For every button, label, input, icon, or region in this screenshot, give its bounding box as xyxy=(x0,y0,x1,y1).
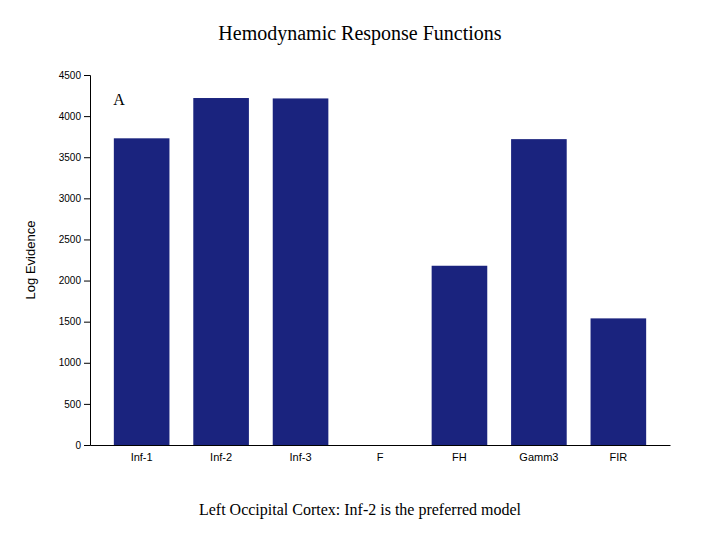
subtitle: Left Occipital Cortex: Inf-2 is the pref… xyxy=(199,501,522,519)
y-tick-mark xyxy=(84,363,90,364)
chart: Hemodynamic Response Functions Left Occip… xyxy=(0,0,720,540)
y-tick-mark xyxy=(84,75,90,76)
y-tick-label: 1500 xyxy=(59,316,82,327)
y-tick-label: 3500 xyxy=(59,152,82,163)
y-axis: 0 500 1000 1500 2000 2500 3000 3500 4000 4500 xyxy=(59,70,91,451)
y-tick: 500 xyxy=(64,399,90,410)
y-tick: 3000 xyxy=(59,193,90,204)
bar xyxy=(114,138,170,445)
y-tick: 4500 xyxy=(59,70,90,81)
bar xyxy=(352,445,408,446)
y-tick: 2000 xyxy=(59,275,90,286)
y-tick-label: 4000 xyxy=(59,111,82,122)
y-axis-title: Log Evidence xyxy=(23,221,38,300)
y-tick: 0 xyxy=(75,440,90,451)
y-tick-label: 4500 xyxy=(59,70,82,81)
x-tick-label: FIR xyxy=(609,451,627,463)
y-tick-label: 2500 xyxy=(59,234,82,245)
y-tick-label: 500 xyxy=(64,399,81,410)
y-tick-mark xyxy=(84,239,90,240)
y-tick-mark xyxy=(84,198,90,199)
bar xyxy=(591,318,647,445)
x-tick-label: Inf-3 xyxy=(290,451,312,463)
y-tick-mark xyxy=(84,157,90,158)
y-tick: 1500 xyxy=(59,316,90,327)
x-tick: F xyxy=(377,451,384,463)
x-tick: Gamm3 xyxy=(519,451,558,463)
y-axis-line xyxy=(84,76,91,446)
x-tick-label: Inf-2 xyxy=(210,451,232,463)
y-tick: 1000 xyxy=(59,357,90,368)
y-tick-mark xyxy=(84,281,90,282)
x-tick: Inf-1 xyxy=(131,451,153,463)
y-tick: 2500 xyxy=(59,234,90,245)
bar xyxy=(273,98,329,445)
annotation: A xyxy=(113,91,125,108)
x-axis-line xyxy=(91,445,671,446)
y-tick-label: 2000 xyxy=(59,275,82,286)
x-tick: FH xyxy=(452,451,467,463)
bar xyxy=(432,266,488,445)
x-tick: Inf-2 xyxy=(210,451,232,463)
plot: 0 500 1000 1500 2000 2500 3000 3500 4000 4500 Inf-… xyxy=(23,70,671,463)
y-tick-mark xyxy=(84,116,90,117)
y-tick-label: 3000 xyxy=(59,193,82,204)
y-tick-label: 1000 xyxy=(59,357,82,368)
y-tick-label: 0 xyxy=(75,440,81,451)
bars xyxy=(114,98,646,445)
x-tick-label: FH xyxy=(452,451,467,463)
title: Hemodynamic Response Functions xyxy=(218,22,502,45)
bar xyxy=(193,98,249,445)
x-tick: FIR xyxy=(609,451,627,463)
x-tick-label: Inf-1 xyxy=(131,451,153,463)
x-tick: Inf-3 xyxy=(290,451,312,463)
bar xyxy=(511,139,567,445)
y-tick-mark xyxy=(84,445,90,446)
y-tick: 4000 xyxy=(59,111,90,122)
x-tick-label: Gamm3 xyxy=(519,451,558,463)
x-axis: Inf-1 Inf-2 Inf-3 F FH Gamm3 FIR xyxy=(91,446,671,463)
y-tick-mark xyxy=(84,322,90,323)
y-tick: 3500 xyxy=(59,152,90,163)
x-tick-label: F xyxy=(377,451,384,463)
y-tick-mark xyxy=(84,404,90,405)
